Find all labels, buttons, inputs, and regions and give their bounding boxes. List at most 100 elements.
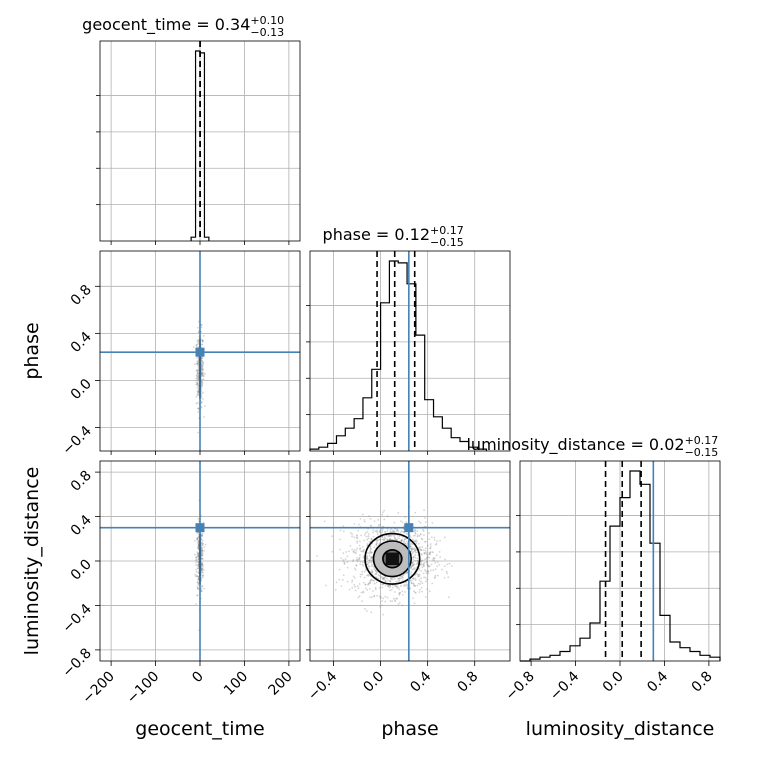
sample-point — [195, 556, 198, 558]
sample-point — [386, 538, 388, 541]
sample-point — [423, 576, 425, 579]
sample-point — [400, 539, 403, 542]
sample-point — [346, 555, 349, 558]
sample-point — [412, 556, 415, 559]
sample-point — [202, 397, 204, 400]
sample-point — [429, 569, 432, 572]
sample-point — [405, 537, 407, 540]
sample-point — [403, 541, 405, 544]
sample-point — [200, 372, 203, 375]
sample-point — [201, 571, 204, 574]
sample-point — [417, 582, 420, 585]
sample-point — [416, 559, 419, 562]
sample-point — [427, 570, 430, 573]
sample-point — [200, 546, 203, 549]
sample-point — [367, 533, 370, 536]
sample-point — [353, 551, 356, 554]
sample-point — [196, 379, 199, 381]
sample-point — [448, 596, 450, 599]
sample-point — [389, 530, 392, 532]
sample-point — [384, 580, 387, 583]
sample-point — [414, 549, 416, 552]
sample-point — [359, 517, 362, 520]
sample-point — [399, 520, 402, 523]
sample-point — [197, 407, 200, 410]
sample-point — [429, 545, 432, 548]
sample-point — [354, 568, 357, 571]
panel-frame — [309, 250, 511, 452]
sample-point — [390, 578, 392, 581]
sample-point — [418, 573, 421, 576]
sample-point — [422, 563, 425, 566]
sample-point — [197, 544, 200, 546]
sample-point — [383, 578, 386, 581]
sample-point — [423, 534, 425, 537]
sample-point — [372, 590, 374, 592]
sample-point — [196, 362, 199, 365]
sample-point — [428, 590, 431, 593]
sample-point — [202, 521, 205, 524]
sample-point — [371, 557, 374, 559]
sample-point — [371, 571, 373, 574]
sample-point — [416, 530, 419, 533]
sample-point — [414, 540, 416, 542]
sample-point — [414, 528, 416, 531]
sample-point — [404, 591, 406, 593]
sample-point — [200, 326, 203, 329]
y-axis-label-luminosity_distance: luminosity_distance — [21, 467, 43, 656]
sample-point — [197, 563, 200, 566]
sample-point — [379, 538, 382, 541]
sample-point — [424, 521, 427, 524]
sample-point — [391, 578, 394, 581]
sample-point — [197, 407, 200, 410]
sample-point — [390, 588, 393, 591]
sample-point — [414, 548, 417, 551]
sample-point — [197, 587, 199, 590]
sample-point — [406, 544, 409, 546]
sample-point — [370, 538, 373, 541]
sample-point — [381, 578, 384, 580]
sample-point — [368, 565, 371, 568]
density-peak — [385, 552, 399, 565]
sample-point — [200, 392, 203, 395]
sample-point — [412, 534, 415, 537]
title-minus-error: −0.15 — [685, 446, 719, 459]
sample-point — [196, 575, 199, 578]
sample-point — [193, 363, 196, 366]
sample-point — [397, 603, 400, 606]
sample-point — [421, 582, 424, 585]
sample-point — [428, 565, 431, 567]
sample-point — [420, 563, 423, 566]
sample-point — [369, 581, 372, 584]
sample-point — [365, 535, 368, 538]
sample-point — [200, 390, 203, 393]
sample-point — [371, 596, 374, 599]
sample-point — [366, 538, 369, 541]
sample-point — [202, 391, 204, 394]
sample-point — [413, 566, 416, 569]
title-plus-error: +0.10 — [250, 14, 284, 27]
sample-point — [201, 550, 203, 553]
sample-point — [389, 535, 391, 538]
sample-point — [195, 381, 198, 383]
sample-point — [197, 571, 200, 573]
sample-point — [358, 595, 361, 598]
sample-point — [196, 551, 199, 553]
sample-point — [387, 585, 390, 588]
sample-point — [200, 554, 203, 557]
sample-point — [201, 356, 203, 359]
sample-point — [201, 532, 204, 535]
sample-point — [374, 569, 377, 572]
sample-point — [412, 558, 415, 561]
sample-point — [195, 603, 197, 605]
sample-point — [352, 551, 355, 553]
sample-point — [369, 551, 372, 553]
sample-point — [365, 556, 368, 559]
sample-point — [352, 575, 355, 578]
sample-point — [197, 547, 200, 550]
sample-point — [410, 579, 413, 582]
sample-point — [197, 364, 200, 367]
sample-point — [355, 534, 358, 537]
sample-point — [364, 583, 367, 586]
sample-point — [197, 546, 200, 549]
